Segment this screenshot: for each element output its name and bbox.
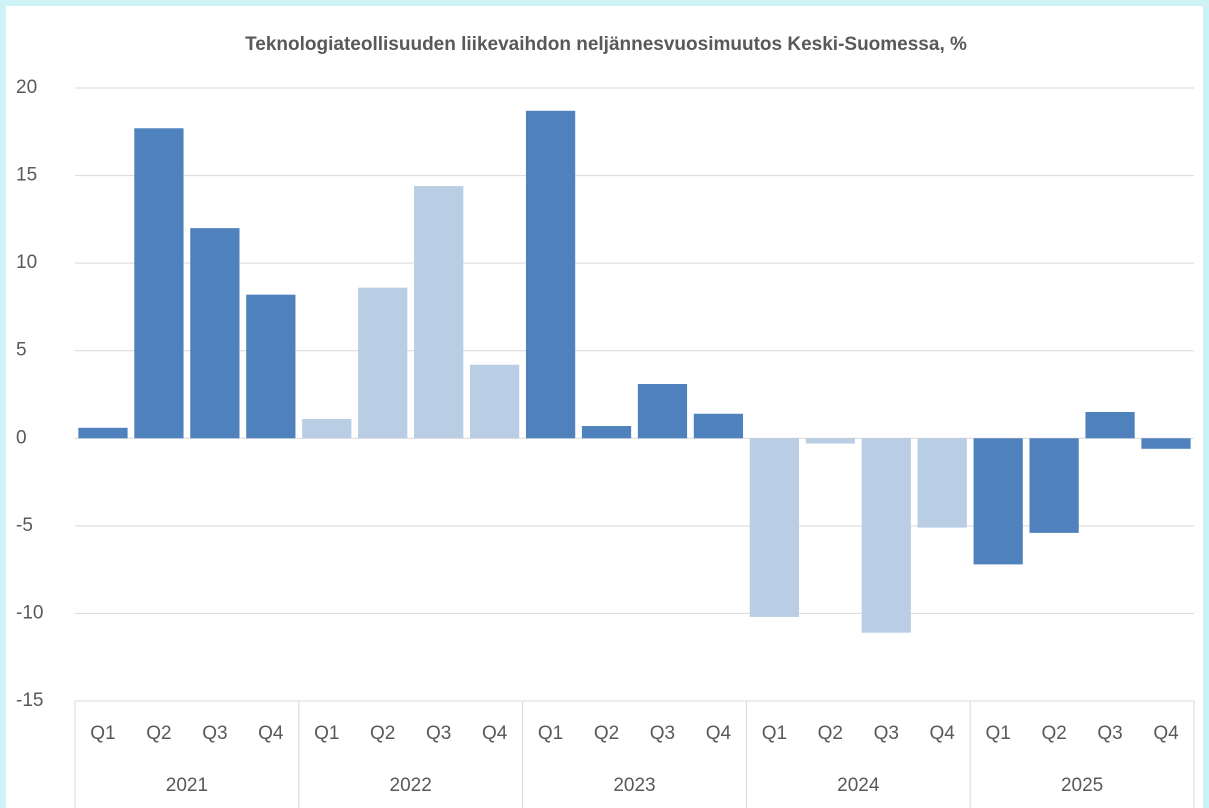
bar xyxy=(917,438,967,528)
y-tick-label: -5 xyxy=(16,515,33,536)
x-tick-label: Q2 xyxy=(818,723,843,744)
chart-title: Teknologiateollisuuden liikevaihdon nelj… xyxy=(245,34,967,55)
x-tick-label: Q1 xyxy=(762,723,787,744)
bar xyxy=(805,438,855,444)
x-tick-label: Q1 xyxy=(985,723,1010,744)
x-tick-label: Q2 xyxy=(370,723,395,744)
x-tick-label: Q3 xyxy=(426,723,451,744)
x-tick-label: Q3 xyxy=(874,723,899,744)
bar xyxy=(581,426,632,439)
x-tick-label: Q3 xyxy=(202,723,227,744)
group-label: 2021 xyxy=(166,775,208,796)
x-tick-label: Q1 xyxy=(314,723,339,744)
bar xyxy=(190,228,240,439)
x-tick-label: Q4 xyxy=(258,723,284,744)
bar xyxy=(1029,438,1079,533)
x-tick-label: Q1 xyxy=(90,723,115,744)
bar xyxy=(78,427,128,439)
bar xyxy=(414,186,464,439)
chart-area: Teknologiateollisuuden liikevaihdon nelj… xyxy=(6,6,1203,808)
x-tick-label: Q4 xyxy=(482,723,508,744)
bar xyxy=(302,419,352,439)
y-tick-label: -10 xyxy=(16,602,43,623)
x-tick-label: Q2 xyxy=(146,723,171,744)
bar xyxy=(246,294,296,439)
x-tick-label: Q2 xyxy=(594,723,619,744)
y-tick-label: 0 xyxy=(16,427,27,448)
group-label: 2023 xyxy=(613,775,655,796)
bar xyxy=(470,364,520,439)
bar xyxy=(861,438,911,633)
y-tick-label: 10 xyxy=(16,252,37,273)
y-tick-label: -15 xyxy=(16,690,43,711)
group-label: 2024 xyxy=(837,775,880,796)
bar xyxy=(134,128,184,439)
x-tick-label: Q3 xyxy=(650,723,675,744)
group-label: 2022 xyxy=(390,775,432,796)
x-tick-label: Q4 xyxy=(706,723,732,744)
x-tick-label: Q4 xyxy=(930,723,956,744)
bar xyxy=(1141,438,1191,449)
bar xyxy=(358,287,408,439)
x-tick-label: Q1 xyxy=(538,723,563,744)
bar xyxy=(973,438,1023,565)
y-tick-label: 5 xyxy=(16,340,27,361)
bar xyxy=(525,110,576,439)
bar xyxy=(749,438,799,617)
x-tick-label: Q4 xyxy=(1153,723,1179,744)
bar xyxy=(693,413,744,439)
group-label: 2025 xyxy=(1061,775,1103,796)
y-tick-label: 15 xyxy=(16,165,37,186)
x-tick-label: Q2 xyxy=(1041,723,1066,744)
bar xyxy=(1085,412,1135,439)
chart: Teknologiateollisuuden liikevaihdon nelj… xyxy=(16,34,1195,808)
y-tick-label: 20 xyxy=(16,77,37,98)
bar xyxy=(637,383,688,439)
x-tick-label: Q3 xyxy=(1097,723,1122,744)
